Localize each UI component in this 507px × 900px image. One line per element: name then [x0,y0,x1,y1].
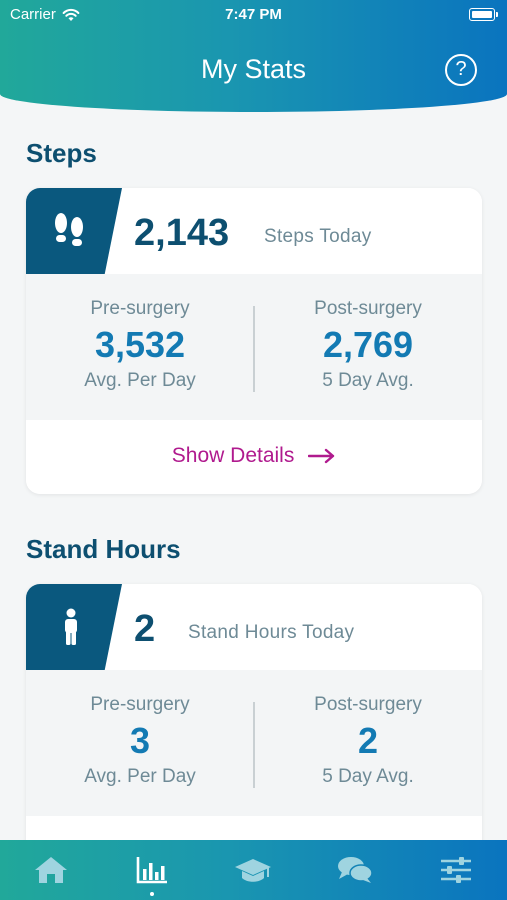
stand-today-value: 2 [134,608,156,650]
steps-post-label: Post-surgery [314,298,422,319]
steps-today-value: 2,143 [134,212,230,254]
tab-home[interactable] [21,840,81,900]
person-standing-icon [65,608,77,645]
stand-pre-label: Pre-surgery [90,694,190,715]
wifi-icon [62,8,80,21]
footprints-icon [55,213,83,246]
steps-card-footer: Show Details [26,420,482,494]
bar-chart-icon [136,857,168,884]
steps-post-sub: 5 Day Avg. [322,370,414,391]
stand-card-footer [26,816,482,840]
stand-today-label: Stand Hours Today [188,622,355,643]
stand-divider [253,702,255,788]
tab-stats[interactable] [122,840,182,900]
tab-bar [0,840,507,900]
stand-post-surgery: Post-surgery 2 5 Day Avg. [254,694,482,788]
steps-pre-label: Pre-surgery [90,298,190,319]
stand-section-title: Stand Hours [26,534,181,564]
steps-section-title: Steps [26,138,97,168]
tab-settings[interactable] [426,840,486,900]
stand-pre-sub: Avg. Per Day [84,766,196,787]
stand-post-sub: 5 Day Avg. [322,766,414,787]
tab-education[interactable] [223,840,283,900]
clock: 7:47 PM [225,6,282,23]
header: Carrier 7:47 PM My Stats ? [0,0,507,112]
stand-card: 2 Stand Hours Today Pre-surgery 3 Avg. P… [26,584,482,840]
stand-pre-surgery: Pre-surgery 3 Avg. Per Day [26,694,254,788]
page-title: My Stats [200,54,307,84]
stand-comparison: Pre-surgery 3 Avg. Per Day Post-surgery … [26,670,482,816]
stand-card-header: 2 Stand Hours Today [26,584,482,670]
steps-pre-surgery: Pre-surgery 3,532 Avg. Per Day [26,298,254,392]
arrow-right-icon [308,449,335,464]
battery-icon [469,8,498,21]
steps-card-header: 2,143 Steps Today [26,188,482,274]
steps-pre-sub: Avg. Per Day [84,370,196,391]
steps-divider [253,306,255,392]
stand-badge [26,584,122,670]
show-details-button[interactable]: Show Details [26,444,482,468]
steps-pre-value: 3,532 [94,324,186,365]
steps-badge [26,188,122,274]
steps-comparison: Pre-surgery 3,532 Avg. Per Day Post-surg… [26,274,482,420]
chat-bubbles-icon [337,857,373,883]
steps-post-surgery: Post-surgery 2,769 5 Day Avg. [254,298,482,392]
stand-post-value: 2 [357,720,379,761]
steps-card: 2,143 Steps Today Pre-surgery 3,532 Avg.… [26,188,482,494]
main-content[interactable]: Steps 2,143 Steps Today Pre-surgery 3,53… [0,112,507,840]
tab-messages[interactable] [325,840,385,900]
stand-post-label: Post-surgery [314,694,422,715]
carrier-label: Carrier [10,6,56,23]
graduation-cap-icon [235,859,272,882]
steps-post-value: 2,769 [322,324,414,365]
show-details-label: Show Details [171,444,295,467]
home-icon [34,857,67,883]
status-bar: Carrier 7:47 PM [0,4,507,26]
carrier: Carrier [10,6,80,23]
stand-pre-value: 3 [129,720,151,761]
steps-today-label: Steps Today [264,226,372,247]
sliders-icon [441,857,472,883]
help-button[interactable]: ? [445,54,477,86]
